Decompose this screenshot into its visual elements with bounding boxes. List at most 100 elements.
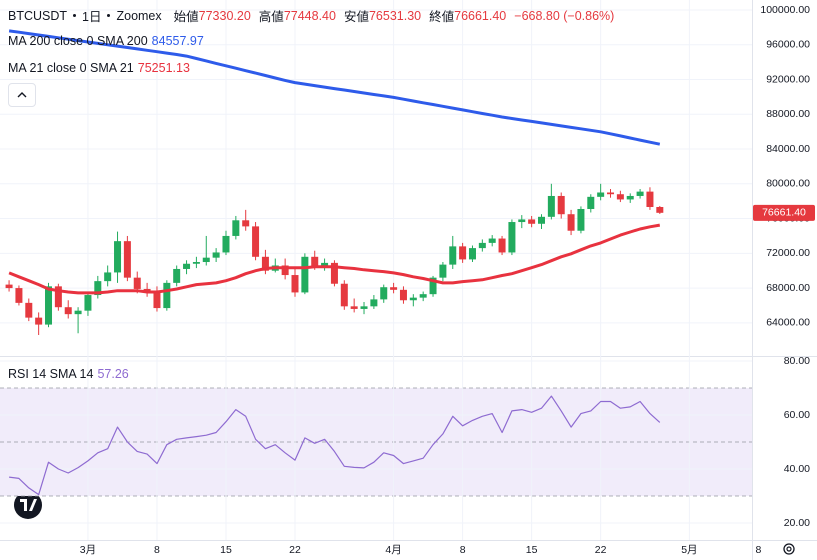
y-tick-label: 60.00 [784, 409, 810, 421]
header: BTCUSDT 1日 Zoomex 始値 77330.20 高値 77448.40 … [8, 6, 622, 25]
candle-body [242, 220, 250, 227]
candle-body [547, 195, 555, 217]
candle-body [636, 191, 644, 196]
candle-body [183, 263, 191, 269]
candles [5, 183, 664, 336]
x-tick-label: 5月 [681, 544, 697, 556]
candle-body [646, 191, 654, 208]
candle-body [350, 306, 358, 309]
candle-body [192, 262, 200, 264]
candle-body [380, 287, 388, 300]
y-tick-label: 20.00 [784, 517, 810, 529]
candle-body [25, 302, 33, 318]
ohlc-label: 終値 [429, 10, 455, 24]
candle-body [54, 286, 62, 308]
candle-body [439, 264, 447, 278]
ohlc-value: 76661.40 [454, 8, 507, 23]
settings-icon[interactable] [783, 543, 795, 555]
x-tick-label: 15 [526, 544, 538, 556]
y-tick-label: 68000.00 [766, 282, 810, 294]
legend-rsi: RSI 14 SMA 14 57.26 [8, 367, 133, 381]
y-tick-label: 80000.00 [766, 178, 810, 190]
last-price-label: 76661.40 [762, 207, 806, 219]
candle-body [478, 242, 486, 249]
candle-body [232, 220, 240, 236]
candle-body [390, 287, 398, 290]
collapse-button[interactable] [8, 83, 36, 107]
legend-value: 57.26 [97, 367, 129, 381]
legend-ma200: MA 200 close 0 SMA 200 84557.97 [8, 34, 208, 48]
candle-body [321, 262, 329, 267]
y-tick-label: 96000.00 [766, 39, 810, 51]
x-tick-label: 15 [220, 544, 232, 556]
candle-body [498, 238, 506, 253]
y-tick-label: 72000.00 [766, 247, 810, 259]
chevron [17, 92, 27, 98]
candle-body [114, 241, 122, 273]
candle-body [74, 310, 82, 315]
candle-body [508, 222, 516, 253]
x-tick-label: 22 [289, 544, 301, 556]
candle-body [370, 299, 378, 307]
candle-body [45, 286, 53, 325]
candle-body [528, 219, 536, 224]
rsi-line [9, 395, 661, 496]
candle-body [488, 238, 496, 243]
candle-body [607, 192, 615, 195]
y-tick-label: 84000.00 [766, 143, 810, 155]
candle-body [656, 207, 664, 213]
logo [14, 491, 42, 519]
last-price-box [753, 204, 815, 221]
candle-body [597, 192, 605, 197]
candle-body [222, 235, 230, 253]
legend-name: MA 21 close 0 SMA 21 [8, 61, 134, 75]
x-tick-label: 8 [154, 544, 160, 556]
candle-body [577, 209, 585, 231]
ma-line [8, 223, 661, 295]
candle-body [104, 272, 112, 282]
y-tick-label: 92000.00 [766, 73, 810, 85]
interval: 1日 [82, 10, 102, 24]
y-tick-label: 40.00 [784, 463, 810, 475]
candle-body [468, 248, 476, 260]
candle-body [557, 195, 565, 215]
candle-body [360, 306, 368, 309]
ohlc-value: 76531.30 [368, 8, 422, 23]
x-tick-label: 8 [460, 544, 466, 556]
candle-body [419, 294, 427, 298]
candle-body [587, 196, 595, 210]
x-tick-label: 8 [755, 544, 761, 556]
candle-body [123, 241, 131, 278]
candle-body [15, 288, 23, 303]
candle-body [173, 268, 181, 283]
background [0, 0, 752, 540]
candle-body [409, 297, 417, 301]
candle-body [84, 295, 92, 311]
candle-body [153, 292, 161, 309]
candle-body [340, 283, 348, 307]
candle-body [518, 219, 526, 223]
legend-name: MA 200 close 0 SMA 200 [8, 34, 148, 48]
ohlc-value: 77448.40 [283, 8, 336, 23]
candle-body [301, 256, 309, 293]
candle-body [567, 214, 575, 231]
candle-body [626, 195, 634, 200]
candle-body [399, 289, 407, 301]
candle-body [449, 246, 457, 265]
candle-body [459, 246, 467, 260]
ohlc-label: 安値 [343, 10, 369, 24]
candle-body [330, 262, 338, 284]
candle-body [261, 256, 269, 271]
candle-body [133, 277, 141, 289]
candle-body [429, 277, 437, 295]
candle-body [94, 281, 102, 296]
candle-body [291, 275, 299, 293]
exchange: Zoomex [116, 8, 162, 23]
candle-body [35, 317, 43, 325]
candle-body [5, 284, 13, 289]
x-tick-label: 22 [595, 544, 607, 556]
x-tick-label: 3月 [80, 544, 96, 556]
ohlc-value: 77330.20 [198, 8, 251, 23]
